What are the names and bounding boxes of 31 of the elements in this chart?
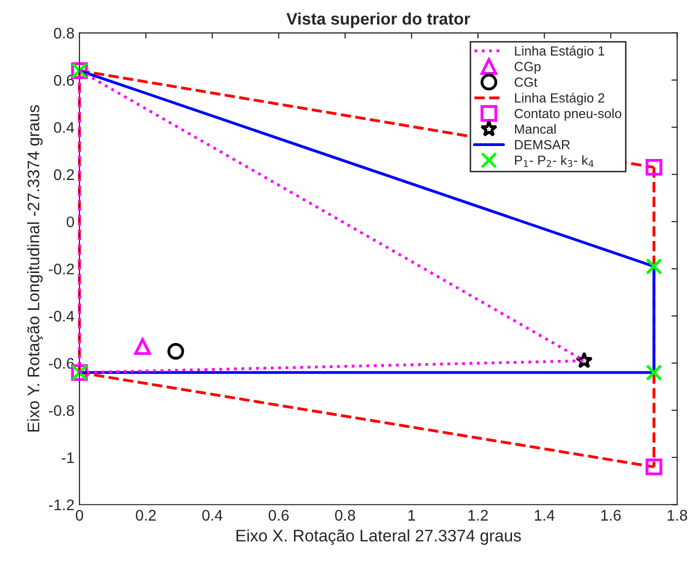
y-tick-label: -0.8 bbox=[48, 405, 74, 416]
y-axis-title: Eixo Y. Rotação Longitudinal -27.3374 graus bbox=[27, 105, 43, 432]
x-tick-label: 0.4 bbox=[202, 510, 222, 521]
legend-label: Contato pneu-solo bbox=[514, 108, 622, 121]
y-tick-label: -0.4 bbox=[48, 310, 74, 322]
legend-label: CGt bbox=[514, 78, 538, 87]
y-tick-label: -1 bbox=[62, 452, 74, 463]
x-axis-title: Eixo X. Rotação Lateral 27.3374 graus bbox=[236, 529, 521, 545]
x-tick-label: 1.8 bbox=[668, 510, 688, 521]
y-tick-label: 0.4 bbox=[54, 122, 74, 133]
legend-label: Linha Estágio 2 bbox=[515, 92, 604, 106]
x-tick-label: 0.8 bbox=[335, 510, 356, 521]
x-tick-label: 1.4 bbox=[534, 510, 555, 521]
y-tick-label: -0.2 bbox=[48, 264, 74, 274]
y-tick-label: 0 bbox=[66, 216, 74, 228]
chart-title: Vista superior do trator bbox=[286, 12, 470, 28]
x-tick-label: 0.2 bbox=[136, 510, 156, 521]
legend-label: P$_{1}$- P$_{2}$- k$_{3}$- k$_{4}$ bbox=[515, 155, 594, 168]
y-tick-label: 0.6 bbox=[54, 74, 74, 86]
x-tick-label: 1 bbox=[408, 510, 416, 521]
y-tick-label: -1.2 bbox=[48, 500, 74, 510]
y-tick-label: 0.2 bbox=[54, 169, 74, 180]
x-tick-label: 0.6 bbox=[268, 510, 289, 521]
x-tick-label: 0 bbox=[76, 510, 84, 521]
legend-label: Mancal bbox=[515, 124, 556, 134]
y-tick-label: 0.8 bbox=[54, 28, 74, 39]
x-tick-label: 1.2 bbox=[468, 510, 488, 521]
legend-label: CGp bbox=[514, 62, 541, 74]
x-tick-label: 1.6 bbox=[601, 510, 621, 521]
legend-label: DEMSAR bbox=[515, 140, 570, 150]
legend-label: Linha Estágio 1 bbox=[515, 46, 604, 58]
